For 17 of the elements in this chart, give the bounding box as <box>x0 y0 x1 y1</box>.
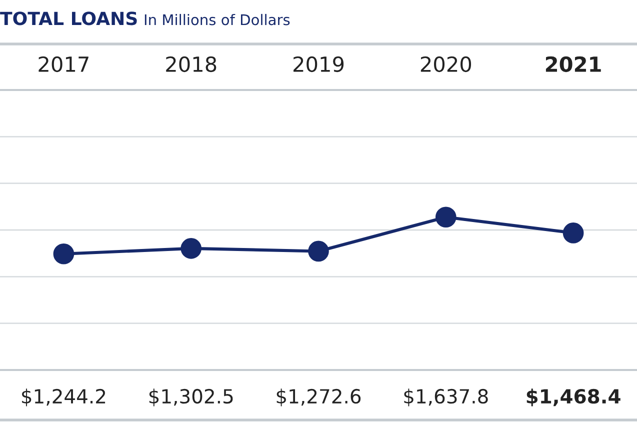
x-tick-label: 2021 <box>546 56 601 72</box>
chart-title: TOTAL LOANS <box>0 12 137 26</box>
data-label: $1,468.4 <box>526 388 620 406</box>
point <box>308 240 329 262</box>
data-label: $1,244.2 <box>22 388 106 406</box>
x-tick-label: 2019 <box>294 56 344 72</box>
data-label: $1,272.6 <box>276 388 361 406</box>
x-tick-label: 2020 <box>420 56 472 72</box>
chart-subtitle: In Millions of Dollars <box>144 14 290 26</box>
data-label: $1,637.8 <box>404 388 488 406</box>
point <box>53 243 74 264</box>
point <box>180 238 202 259</box>
x-tick-label: 2017 <box>38 56 88 72</box>
x-tick-label: 2018 <box>166 56 216 72</box>
data-label: $1,302.5 <box>149 388 233 406</box>
point <box>562 222 584 244</box>
point <box>435 206 456 228</box>
